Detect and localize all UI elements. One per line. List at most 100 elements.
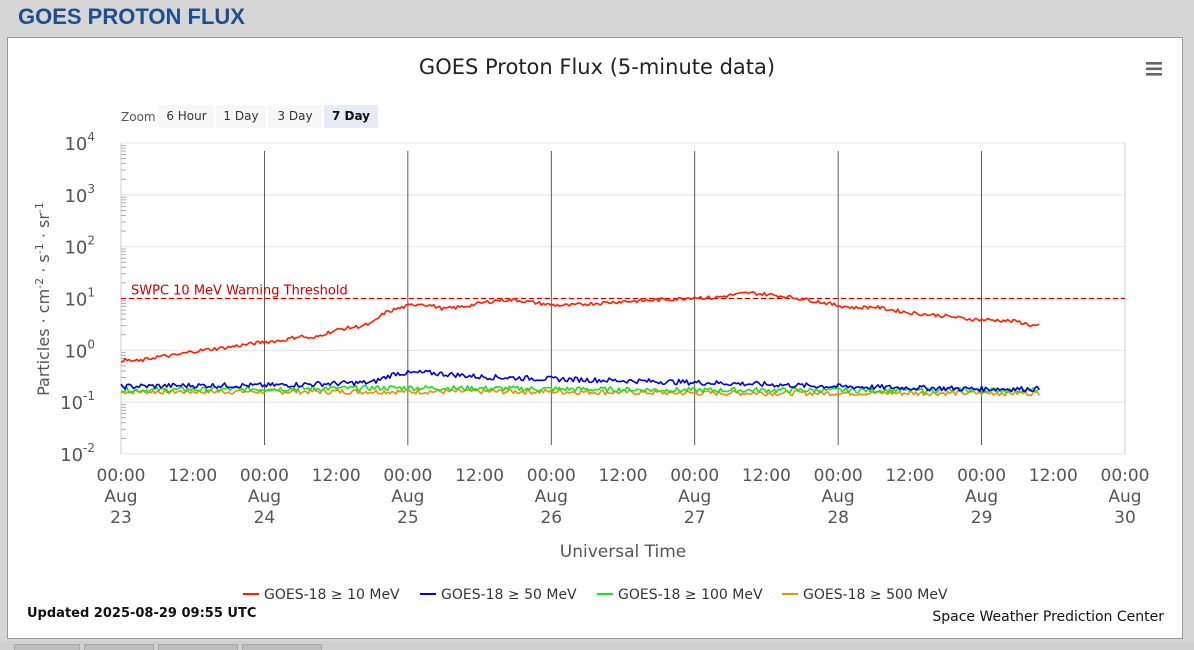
chart-title: GOES Proton Flux (5-minute data) <box>419 55 775 79</box>
zoom-7-day-button[interactable]: 7 Day <box>324 105 378 128</box>
x-tick-label-line: 12:00 <box>455 466 504 486</box>
legend: GOES-18 ≥ 10 MeV GOES-18 ≥ 50 MeV GOES-18 … <box>243 587 948 603</box>
series-line-18100-mev <box>120 384 1040 394</box>
x-tick-label-line: 24 <box>254 508 276 528</box>
y-tick-label-base: 10 <box>60 393 83 414</box>
x-tick-label: 12:00 <box>1029 466 1078 486</box>
x-tick-label-line: 23 <box>110 508 132 528</box>
x-tick-label-line: 00:00 <box>527 466 576 486</box>
y-tick-label-base: 10 <box>64 186 87 207</box>
y-tick-label-exponent: 1 <box>87 286 95 300</box>
x-tick-label-line: Aug <box>678 487 711 507</box>
series-line-1850-mev <box>120 369 1040 393</box>
zoom-1-day-button[interactable]: 1 Day <box>216 105 266 128</box>
x-tick-label: 00:00 Aug 24 <box>240 466 289 528</box>
x-tick-label-line: 12:00 <box>742 466 791 486</box>
legend-label: GOES-18 ≥ 500 MeV <box>803 587 948 603</box>
y-tick-label-base: 10 <box>60 445 83 466</box>
y-tick-label: 10-2 <box>60 441 95 466</box>
y-tick-label-exponent: 3 <box>87 182 95 196</box>
x-tick-label-line: 30 <box>1114 508 1136 528</box>
x-tick-label-line: 00:00 <box>383 466 432 486</box>
bottom-tab-2[interactable] <box>84 644 154 650</box>
x-tick-label: 00:00 Aug 25 <box>383 466 432 528</box>
x-tick-label-line: Aug <box>535 487 568 507</box>
x-tick-label-line: 26 <box>540 508 562 528</box>
zoom-3-day-label: 3 Day <box>277 109 312 123</box>
y-tick-label-exponent: 4 <box>87 130 95 144</box>
y-axis-title-exp-s: -1 <box>33 243 46 254</box>
y-axis-title-dot-2: · <box>34 263 53 278</box>
x-tick-label-line: Aug <box>1108 487 1141 507</box>
x-tick-label: 12:00 <box>885 466 934 486</box>
zoom-6-hour-label: 6 Hour <box>166 109 206 123</box>
y-axis-title-exp-sr: -1 <box>33 202 46 213</box>
bottom-strip <box>0 641 1194 650</box>
series-group <box>120 291 1040 397</box>
zoom-control: Zoom 6 Hour 1 Day 3 Day 7 Day <box>121 105 378 128</box>
legend-item[interactable]: GOES-18 ≥ 500 MeV <box>782 587 948 603</box>
x-tick-label-line: 00:00 <box>670 466 719 486</box>
threshold: SWPC 10 MeV Warning Threshold <box>121 284 1125 300</box>
y-tick-label: 101 <box>64 286 95 311</box>
y-axis-title-dot-3: · <box>34 228 53 243</box>
chart-menu-button[interactable] <box>1140 56 1168 82</box>
bottom-tab-4[interactable] <box>242 644 322 650</box>
x-tick-label: 00:00 Aug 30 <box>1101 466 1150 528</box>
bottom-tab-1[interactable] <box>14 644 80 650</box>
x-tick-label-line: 25 <box>397 508 419 528</box>
x-tick-label-line: 28 <box>827 508 849 528</box>
x-tick-label: 00:00 Aug 26 <box>527 466 576 528</box>
y-tick-label-exponent: 2 <box>87 234 95 248</box>
x-tick-label-line: Aug <box>104 487 137 507</box>
x-tick-label: 12:00 <box>599 466 648 486</box>
legend-item[interactable]: GOES-18 ≥ 100 MeV <box>597 587 763 603</box>
x-tick-label: 12:00 <box>455 466 504 486</box>
y-axis-title: Particles · cm-2 · s-1 · sr-1 <box>33 202 53 396</box>
x-tick-label-line: 00:00 <box>240 466 289 486</box>
zoom-7-day-label: 7 Day <box>332 109 370 123</box>
y-tick-label: 103 <box>64 182 95 207</box>
x-tick-label-line: 27 <box>684 508 706 528</box>
x-axis-title: Universal Time <box>560 542 686 562</box>
x-tick-label: 00:00 Aug 28 <box>814 466 863 528</box>
y-grid <box>121 142 1125 455</box>
x-tick-label-line: 12:00 <box>1029 466 1078 486</box>
bottom-tab-3[interactable] <box>158 644 238 650</box>
x-tick-label-line: 00:00 <box>814 466 863 486</box>
x-tick-label: 12:00 <box>312 466 361 486</box>
zoom-1-day-label: 1 Day <box>223 109 258 123</box>
x-tick-label-line: Aug <box>965 487 998 507</box>
zoom-6-hour-button[interactable]: 6 Hour <box>159 105 214 128</box>
y-tick-label: 100 <box>64 337 95 362</box>
x-tick-label-line: 12:00 <box>312 466 361 486</box>
y-axis-title-part-cm: cm <box>34 289 53 313</box>
hamburger-icon <box>1146 62 1162 76</box>
x-tick-label-line: 12:00 <box>599 466 648 486</box>
y-tick-label-base: 10 <box>64 134 87 155</box>
legend-item[interactable]: GOES-18 ≥ 50 MeV <box>420 587 577 603</box>
y-axis-title-exp-cm: -2 <box>33 278 46 289</box>
y-tick-label-exponent: -2 <box>83 441 95 455</box>
zoom-3-day-button[interactable]: 3 Day <box>268 105 322 128</box>
y-tick-label: 10-1 <box>60 389 95 414</box>
x-tick-label: 00:00 Aug 29 <box>957 466 1006 528</box>
x-tick-label-line: 00:00 <box>97 466 146 486</box>
page-title: GOES PROTON FLUX <box>18 4 245 29</box>
y-axis-title-part-particles: Particles <box>34 328 53 395</box>
y-tick-label-exponent: 0 <box>87 337 95 351</box>
legend-label: GOES-18 ≥ 50 MeV <box>441 587 577 603</box>
y-axis-title-dot-1: · <box>34 313 53 328</box>
x-tick-label-line: 29 <box>971 508 993 528</box>
series-line-1810-mev <box>121 291 1040 363</box>
legend-label: GOES-18 ≥ 10 MeV <box>264 587 400 603</box>
y-tick-label: 104 <box>64 130 95 155</box>
x-tick-label-line: 00:00 <box>957 466 1006 486</box>
x-tick-label-line: 12:00 <box>168 466 217 486</box>
x-tick-label: 12:00 <box>742 466 791 486</box>
threshold-label: SWPC 10 MeV Warning Threshold <box>131 284 348 299</box>
legend-item[interactable]: GOES-18 ≥ 10 MeV <box>243 587 400 603</box>
